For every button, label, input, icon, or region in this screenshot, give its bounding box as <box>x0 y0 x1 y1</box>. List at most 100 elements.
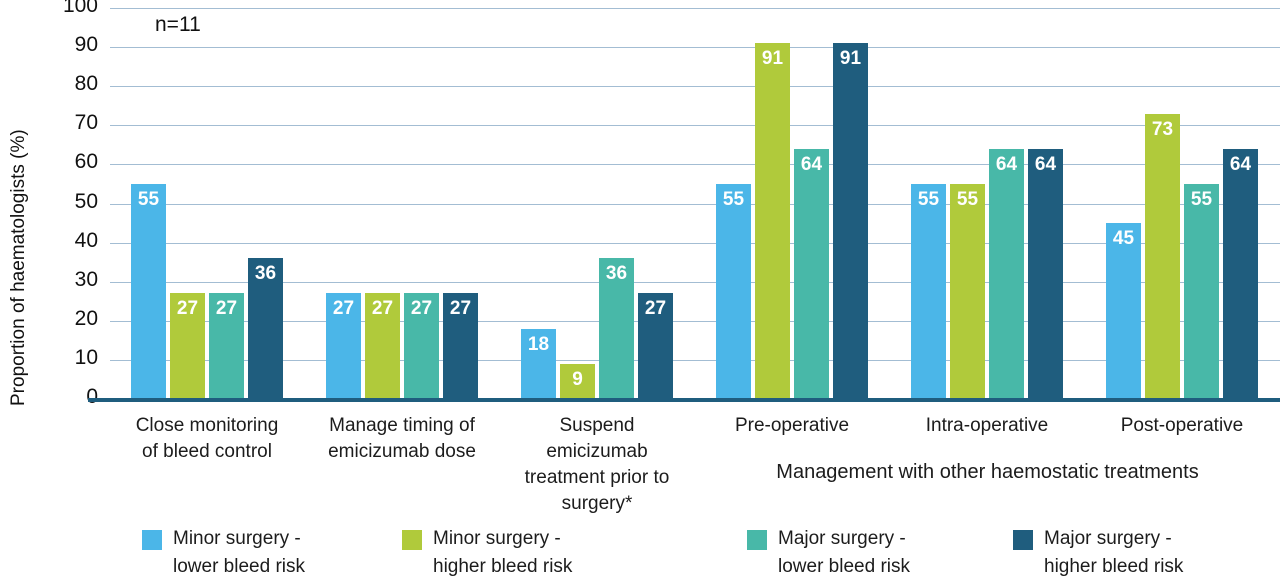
bar-group-2: 27 27 27 27 <box>326 8 478 399</box>
bar-value-label: 27 <box>644 298 667 320</box>
bar: 18 <box>521 328 556 399</box>
bar-group-3: 18 9 36 27 <box>521 8 673 399</box>
bar-value-label: 9 <box>572 368 583 390</box>
y-tick-60: 60 <box>74 150 98 174</box>
bar-value-label: 55 <box>137 188 160 210</box>
y-tick-80: 80 <box>74 72 98 96</box>
bar-group-6: 45 73 55 64 <box>1106 8 1258 399</box>
bar-value-label: 55 <box>1190 188 1213 210</box>
bar-value-label: 64 <box>1229 153 1252 175</box>
bar-value-label: 27 <box>449 298 472 320</box>
bar-value-label: 27 <box>215 298 238 320</box>
bar: 27 <box>443 293 478 399</box>
bar: 91 <box>755 43 790 399</box>
category-label: Intra-operative <box>925 415 1049 436</box>
legend-label: Major surgery - higher bleed risk <box>1044 528 1184 577</box>
bar: 36 <box>599 258 634 399</box>
gridline-100 <box>110 8 1280 9</box>
bar: 55 <box>716 183 751 399</box>
legend-item: Minor surgery - lower bleed risk <box>142 525 305 581</box>
gridline-10 <box>110 359 1280 361</box>
bar-group-1: 55 27 27 36 <box>131 8 283 399</box>
gridline-30 <box>110 281 1280 283</box>
category-labels: Close monitoring of bleed control Manage … <box>131 413 1258 517</box>
sample-size-annotation: n=11 <box>155 13 201 36</box>
bar-value-label: 64 <box>1034 153 1057 175</box>
bar: 27 <box>209 293 244 399</box>
y-tick-100: 100 <box>62 0 98 17</box>
category-label: Post-operative <box>1120 415 1244 436</box>
gridline-50 <box>110 203 1280 205</box>
bar-value-label: 36 <box>605 263 628 285</box>
bar-value-label: 27 <box>176 298 199 320</box>
gridline-40 <box>110 242 1280 244</box>
bar-value-label: 27 <box>332 298 355 320</box>
bar-group-5: 55 55 64 64 <box>911 8 1063 399</box>
gridline-20 <box>110 320 1280 322</box>
bar-group-4: 55 91 64 91 <box>716 8 868 399</box>
bar-value-label: 55 <box>956 188 979 210</box>
bar: 64 <box>794 148 829 399</box>
bar-value-label: 64 <box>995 153 1018 175</box>
bar: 27 <box>326 293 361 399</box>
bar-value-label: 55 <box>722 188 745 210</box>
bar: 55 <box>131 183 166 399</box>
bar-value-label: 73 <box>1151 118 1174 140</box>
gridline-90 <box>110 47 1280 49</box>
bar: 9 <box>560 363 595 399</box>
legend-label: Minor surgery - lower bleed risk <box>173 528 305 577</box>
bar: 27 <box>404 293 439 399</box>
y-tick-20: 20 <box>74 306 98 330</box>
gridline-70 <box>110 125 1280 127</box>
bar-value-label: 91 <box>761 48 784 70</box>
bar: 36 <box>248 258 283 399</box>
bar-groups: 55 27 27 36 27 27 27 27 18 9 36 27 55 91 64 91 55 55 64 64 4… <box>131 8 1258 399</box>
legend-item: Minor surgery - higher bleed risk <box>402 525 572 581</box>
y-axis-ticks: 0 10 20 30 40 50 60 70 80 90 100 <box>0 0 98 420</box>
y-tick-70: 70 <box>74 111 98 135</box>
category-label: Close monitoring of bleed control <box>135 415 279 462</box>
legend-swatch <box>1013 530 1033 550</box>
bar: 91 <box>833 43 868 399</box>
y-tick-10: 10 <box>74 345 98 369</box>
bar: 55 <box>950 183 985 399</box>
bar-value-label: 27 <box>410 298 433 320</box>
bar: 45 <box>1106 223 1141 399</box>
y-tick-40: 40 <box>74 228 98 252</box>
gridline-60 <box>110 164 1280 166</box>
category-label: Manage timing of emicizumab dose <box>328 415 476 462</box>
bar: 64 <box>1223 148 1258 399</box>
x-axis-line <box>88 398 1280 402</box>
legend-swatch <box>402 530 422 550</box>
bar-value-label: 91 <box>839 48 862 70</box>
y-tick-0: 0 <box>86 385 98 408</box>
bar: 73 <box>1145 113 1180 399</box>
legend-item: Major surgery - lower bleed risk <box>747 525 910 581</box>
bar: 27 <box>170 293 205 399</box>
y-tick-50: 50 <box>74 189 98 213</box>
bar-value-label: 64 <box>800 153 823 175</box>
legend-swatch <box>142 530 162 550</box>
category-label: Suspend emicizumab treatment prior to su… <box>524 415 670 514</box>
category-label: Pre-operative <box>734 415 850 436</box>
gridline-80 <box>110 86 1280 88</box>
bar: 27 <box>638 293 673 399</box>
bar-value-label: 18 <box>527 333 550 355</box>
bar: 64 <box>989 148 1024 399</box>
bar-value-label: 27 <box>371 298 394 320</box>
bar-value-label: 45 <box>1112 228 1135 250</box>
bar-value-label: 55 <box>917 188 940 210</box>
bar-value-label: 36 <box>254 263 277 285</box>
legend-label: Major surgery - lower bleed risk <box>778 528 910 577</box>
bar: 55 <box>911 183 946 399</box>
legend-item: Major surgery - higher bleed risk <box>1013 525 1183 581</box>
plot-area: 55 27 27 36 27 27 27 27 18 9 36 27 55 91 64 91 55 55 64 64 4… <box>88 8 1280 402</box>
y-tick-90: 90 <box>74 33 98 57</box>
bar: 55 <box>1184 183 1219 399</box>
legend-swatch <box>747 530 767 550</box>
legend-label: Minor surgery - higher bleed risk <box>433 528 573 577</box>
y-tick-30: 30 <box>74 267 98 291</box>
bar: 64 <box>1028 148 1063 399</box>
bar: 27 <box>365 293 400 399</box>
